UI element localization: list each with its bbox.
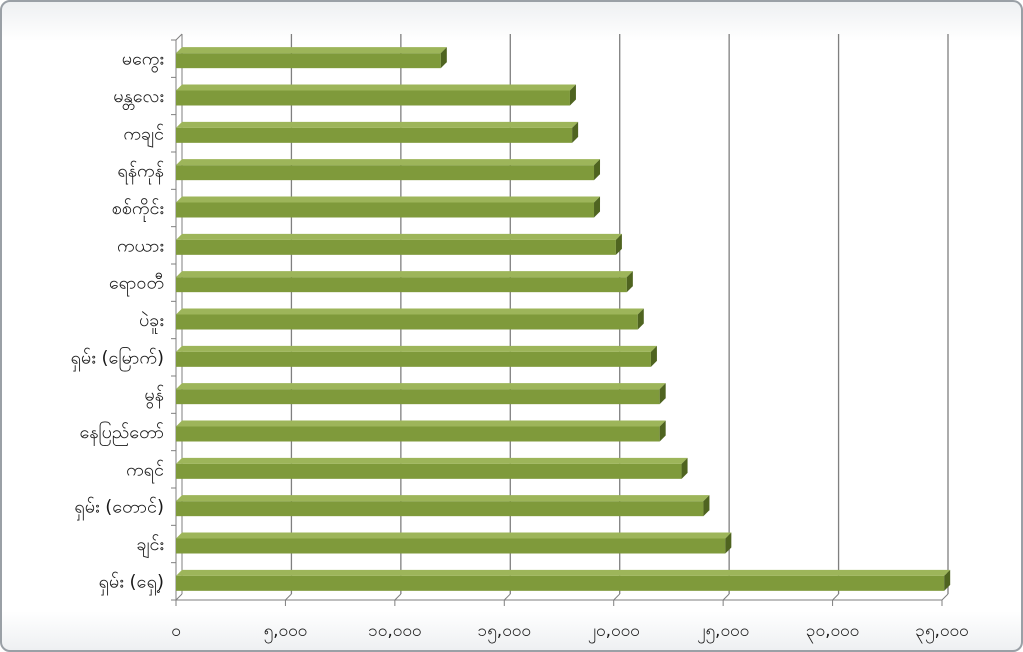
bar-top [176,569,951,576]
bar-top [176,121,579,128]
bar-top [176,84,576,91]
bar-top [176,47,447,54]
x-tick-label: ၁၀,၀၀၀ [368,621,421,641]
bar-top [176,495,710,502]
bar-top [176,196,601,203]
gridline-floor [394,593,402,601]
bar [176,463,682,479]
bar-top [176,420,666,427]
x-tick-label: ၅,၀၀၀ [264,621,308,644]
bar [176,389,660,405]
bar-side [572,121,579,143]
bar [176,127,573,143]
category-label: နေပြည်တော် [80,421,164,446]
bar-side [725,532,732,554]
category-label: ကချင် [123,123,164,147]
bar [176,277,627,293]
bar-side [594,159,601,181]
bar [176,239,616,255]
bar [176,53,441,69]
gridline-floor [832,593,839,601]
category-labels: မကွေးမန္တလေးကချင်ရန်ကုန်စစ်ကိုင်းကယားရော… [71,49,164,596]
x-tick-label: ၂၅,၀၀၀ [697,621,749,644]
gridline-floor [613,593,621,601]
category-label: မကွေး [122,49,164,73]
category-label: ရှမ်း (ရှေ့) [99,571,164,595]
category-label: မန္တလေး [113,86,164,110]
bar-side [594,196,601,218]
x-tick-label: ၃၀,၀၀၀ [806,621,859,644]
bar [176,351,651,367]
category-label: ရန်ကုန် [117,161,164,185]
floor-corner [175,593,183,601]
bar-side [659,383,666,405]
category-label: ရှမ်း (တောင်) [74,497,164,521]
bar-side [703,495,710,517]
bar-side [659,420,666,442]
x-tick-label: ၃၅,၀၀၀ [915,621,968,644]
bar-side [615,233,622,255]
bar-top [176,308,644,315]
bar [176,575,945,591]
bar-top [176,383,666,390]
bar [176,90,570,106]
category-label: ကယား [117,235,164,256]
category-label: မွန် [144,385,164,409]
bar-side [650,345,657,367]
bar-top [176,233,622,240]
bar-side [626,271,633,293]
bar-top [176,159,601,166]
x-tick-label: ၂၀,၀၀၀ [588,621,640,644]
bar-top [176,532,732,539]
bar-layer [176,47,951,591]
bar [176,426,660,442]
bar [176,314,638,330]
category-label: ရော၀တီ [109,273,164,297]
category-label: ရှမ်း (မြောက်) [71,346,164,371]
bar-top [176,457,688,464]
gridline-floor [503,593,511,601]
gridline-floor [285,593,292,601]
bar-side [944,569,951,591]
x-tick-labels: ၀ ၅,၀၀၀ ၁၀,၀၀၀ ၁၅,၀၀၀ ၂၀,၀၀၀ ၂၅,၀၀၀ ၃၀,၀၀၀ ၃၅,၀… [171,621,968,644]
bar-top [176,345,657,352]
bar [176,538,726,554]
bar-side [681,457,688,479]
category-label: ကရင် [126,459,164,483]
gridline-floor [941,593,949,601]
bar [176,165,595,181]
bar-side [440,47,447,69]
category-label: ချင်း [136,534,164,558]
category-label: စစ်ကိုင်း [112,198,164,222]
x-tick-label: ၀ [171,621,181,641]
gridline-floor [722,593,730,601]
bar-side [637,308,644,330]
bar-side [569,84,576,106]
bar-top [176,271,633,278]
bar [176,202,595,218]
x-tick-label: ၁၅,၀၀၀ [478,621,531,644]
bar [176,501,704,517]
back-wall-corner [175,33,183,41]
category-label: ပဲခူး [139,310,164,334]
